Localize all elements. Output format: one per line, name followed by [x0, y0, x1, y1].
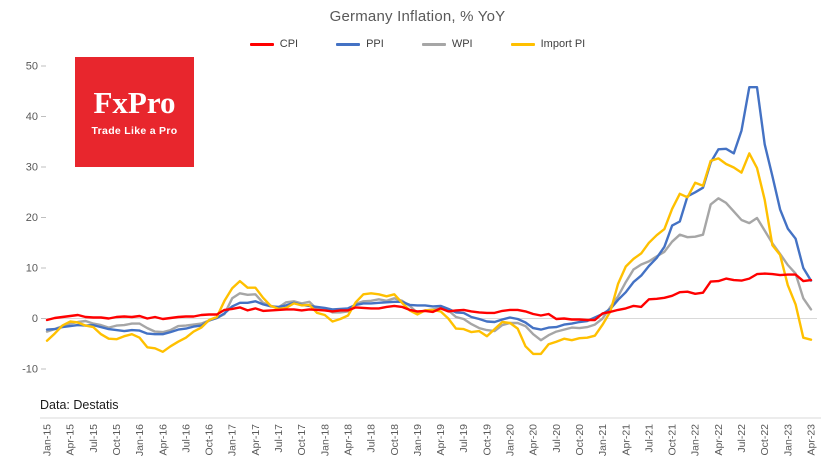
x-tick-label: Jan-15 — [42, 424, 54, 456]
x-tick-label: Oct-19 — [481, 424, 493, 456]
x-tick-label: Jan-20 — [505, 424, 517, 456]
legend-item-wpi: WPI — [421, 38, 473, 50]
y-tick-label: -10 — [22, 364, 38, 376]
y-tick-label: 50 — [26, 61, 38, 73]
y-tick-label: 30 — [26, 162, 38, 174]
y-tick-label: 20 — [26, 212, 38, 224]
x-tick-label: Jan-23 — [782, 424, 794, 456]
x-tick-label: Apr-15 — [65, 424, 77, 456]
x-tick-label: Oct-17 — [296, 424, 308, 456]
legend-label-import-pi: Import PI — [540, 38, 586, 50]
x-tick-label: Jul-21 — [643, 424, 655, 453]
x-tick-label: Jul-19 — [458, 424, 470, 453]
legend-label-ppi: PPI — [366, 38, 384, 50]
x-tick-label: Apr-21 — [620, 424, 632, 456]
y-tick-label: 0 — [32, 313, 38, 325]
x-tick-label: Jan-17 — [227, 424, 239, 456]
wpi-legend-swatch — [421, 42, 446, 46]
x-tick-label: Jul-22 — [736, 424, 748, 453]
x-tick-label: Jul-17 — [273, 424, 285, 453]
x-tick-label: Apr-23 — [806, 424, 818, 456]
legend-label-wpi: WPI — [451, 38, 473, 50]
fxpro-logo: FxPro Trade Like a Pro — [75, 57, 194, 167]
x-tick-label: Jan-18 — [319, 424, 331, 456]
chart-title: Germany Inflation, % YoY — [329, 8, 506, 25]
x-tick-label: Oct-20 — [574, 424, 586, 456]
series-line-cpi — [45, 272, 813, 322]
y-tick-label: 10 — [26, 263, 38, 275]
x-tick-label: Apr-18 — [342, 424, 354, 456]
x-tick-label: Jan-19 — [412, 424, 424, 456]
x-tick-label: Jul-16 — [180, 424, 192, 453]
x-tick-label: Apr-16 — [157, 424, 169, 456]
x-tick-label: Oct-21 — [667, 424, 679, 456]
x-tick-label: Jul-15 — [88, 424, 100, 453]
legend-item-import-pi: Import PI — [510, 38, 586, 50]
x-tick-label: Apr-19 — [435, 424, 447, 456]
x-tick-label: Jan-22 — [690, 424, 702, 456]
x-tick-label: Apr-20 — [528, 424, 540, 456]
x-tick-label: Jul-18 — [366, 424, 378, 453]
x-tick-label: Oct-15 — [111, 424, 123, 456]
legend-item-cpi: CPI — [249, 38, 299, 50]
x-tick-label: Jan-21 — [597, 424, 609, 456]
legend-label-cpi: CPI — [279, 38, 299, 50]
x-tick-label: Oct-18 — [389, 424, 401, 456]
chart-legend: CPI PPI WPI Import PI — [0, 38, 835, 50]
x-tick-label: Jan-16 — [134, 424, 146, 456]
series-line-import-pi — [45, 152, 813, 356]
legend-item-ppi: PPI — [336, 38, 384, 50]
y-tick-label: 40 — [26, 111, 38, 123]
import-pi-legend-swatch — [510, 42, 535, 46]
x-tick-label: Jul-20 — [551, 424, 563, 453]
ppi-legend-swatch — [336, 42, 361, 46]
x-tick-label: Oct-16 — [204, 424, 216, 456]
source-note: Data: Destatis — [40, 398, 119, 412]
x-tick-label: Oct-22 — [759, 424, 771, 456]
series-line-ppi — [45, 85, 813, 336]
fxpro-logo-tagline: Trade Like a Pro — [91, 125, 178, 137]
x-tick-label: Apr-17 — [250, 424, 262, 456]
cpi-legend-swatch — [249, 42, 274, 46]
fxpro-logo-text: FxPro — [93, 85, 176, 120]
x-tick-label: Apr-22 — [713, 424, 725, 456]
